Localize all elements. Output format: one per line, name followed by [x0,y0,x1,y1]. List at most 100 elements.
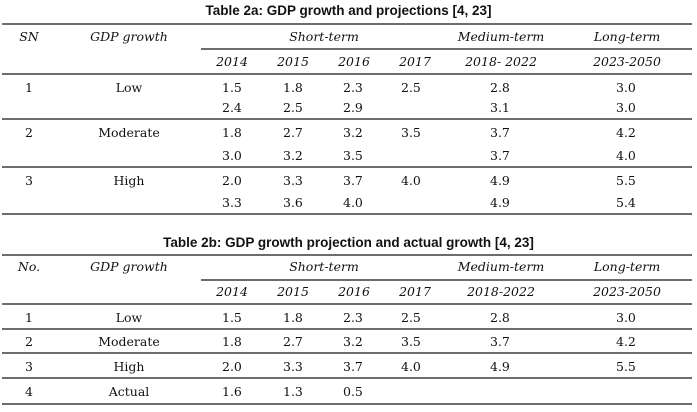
table-2b-year-header: 2018-2022 [467,284,535,299]
table-2b-header-no: No. [17,259,41,274]
table-2a-cell: 2.0 [222,173,242,188]
table-2b-year-header: 2014 [216,284,248,299]
table-2b-cell: 2.7 [283,334,303,349]
table-2b-header-gdp-growth: GDP growth [90,259,168,274]
table-2b-cell: 3.3 [283,359,303,374]
table-2b-cell: 2.0 [222,359,242,374]
table-2b-header-long-term: Long-term [593,259,661,274]
table-2b-cell: 2.3 [343,310,363,325]
table-2a-group-rule [2,166,692,168]
table-2b-cell: 3.7 [343,359,363,374]
table-2b-row-id: 2 [25,334,33,349]
table-2a-header-long-term: Long-term [593,29,661,44]
table-2a-cell: 3.7 [490,148,510,163]
table-2a-cell: 2.7 [283,125,303,140]
table-2b-cell: 3.0 [616,310,636,325]
table-2a-cell: 3.3 [222,195,242,210]
table-2a-year-header: 2014 [216,54,248,69]
table-2b-header-bottom-rule [2,303,692,305]
table-2b-year-header: 2015 [277,284,309,299]
table-2a-cell: 2.5 [401,80,421,95]
table-2b-cell: 2.5 [401,310,421,325]
table-2b-cell: 3.7 [490,334,510,349]
table-2a-cell: 4.9 [490,195,510,210]
table-2a-cell: 4.2 [616,125,636,140]
table-2b-cell: 1.3 [283,384,303,399]
table-2a-cell: 3.2 [283,148,303,163]
table-2a-group-rule [2,213,692,215]
table-2a-header-sn: SN [19,29,39,44]
table-2b-row-id: 3 [25,359,33,374]
table-2b-cell: 1.6 [222,384,242,399]
table-2a-group-rule [2,118,692,120]
table-2a-cell: 2.4 [222,100,242,115]
table-2a-cell: 5.5 [616,173,636,188]
table-2a-cell: 3.6 [283,195,303,210]
table-2a-cell: 3.7 [343,173,363,188]
table-2b-header-medium-term: Medium-term [457,259,545,274]
table-2a-cell: 2.5 [283,100,303,115]
table-2b-cell: 3.2 [343,334,363,349]
table-2a-cell: 3.2 [343,125,363,140]
table-2b-row-rule [2,377,692,379]
table-2a-header-gdp-growth: GDP growth [90,29,168,44]
table-2a-row-id: 2 [25,125,33,140]
table-2a-cell: 3.0 [222,148,242,163]
table-2a-caption: Table 2a: GDP growth and projections [4,… [205,3,492,18]
table-2b-row-rule [2,403,692,405]
table-2a-cell: 2.9 [343,100,363,115]
table-2a-cell: 1.8 [283,80,303,95]
table-2a-cell: 1.5 [222,80,242,95]
table-2a-cell: 2.8 [490,80,510,95]
table-2b-cell: 0.5 [343,384,363,399]
table-2b-cell: 1.5 [222,310,242,325]
table-2a-cell: 2.3 [343,80,363,95]
table-2a-cell: 1.8 [222,125,242,140]
table-2b-row-id: 4 [25,384,33,399]
table-2b-top-rule [2,254,692,256]
table-2a-row-label: Moderate [98,125,160,140]
table-2b-row-rule [2,328,692,330]
table-2a-cell: 4.0 [616,148,636,163]
table-2a-top-rule [2,23,692,25]
table-2b-cell: 2.8 [490,310,510,325]
table-2a-cell: 3.1 [490,100,510,115]
table-2b-year-header: 2017 [399,284,431,299]
table-2b-cell: 1.8 [222,334,242,349]
table-2a-cell: 3.5 [401,125,421,140]
table-2b-header-short-term: Short-term [289,259,359,274]
table-2a-cell: 5.4 [616,195,636,210]
table-2a-cell: 3.5 [343,148,363,163]
table-2b-year-header: 2023-2050 [593,284,661,299]
table-2b-subheader-rule [201,279,692,281]
table-2b-row-label: Moderate [98,334,160,349]
table-2a-year-header: 2016 [338,54,370,69]
table-2a-year-header: 2018- 2022 [465,54,537,69]
table-2b-cell: 4.2 [616,334,636,349]
table-2b-row-label: Actual [108,384,150,399]
table-2a-cell: 4.0 [343,195,363,210]
table-2b-row-label: High [113,359,145,374]
table-2a-header-short-term: Short-term [289,29,359,44]
table-2a-row-label: High [113,173,145,188]
table-2a-cell: 3.0 [616,80,636,95]
table-2a-row-id: 3 [25,173,33,188]
table-2b-row-rule [2,352,692,354]
table-2a-year-header: 2017 [399,54,431,69]
table-2b-cell: 1.8 [283,310,303,325]
table-2b-cell: 4.0 [401,359,421,374]
table-2b-row-label: Low [115,310,143,325]
table-2a-cell: 4.9 [490,173,510,188]
table-2b-caption: Table 2b: GDP growth projection and actu… [163,235,534,250]
table-2a-subheader-rule [201,48,692,50]
table-2a-row-label: Low [115,80,143,95]
table-2a-cell: 3.3 [283,173,303,188]
table-2a-header-medium-term: Medium-term [457,29,545,44]
table-2b-cell: 3.5 [401,334,421,349]
table-2a-row-id: 1 [25,80,33,95]
table-2a-cell: 3.0 [616,100,636,115]
table-2b-row-id: 1 [25,310,33,325]
table-2a-year-header: 2015 [277,54,309,69]
table-2a-cell: 3.7 [490,125,510,140]
table-2a-cell: 4.0 [401,173,421,188]
